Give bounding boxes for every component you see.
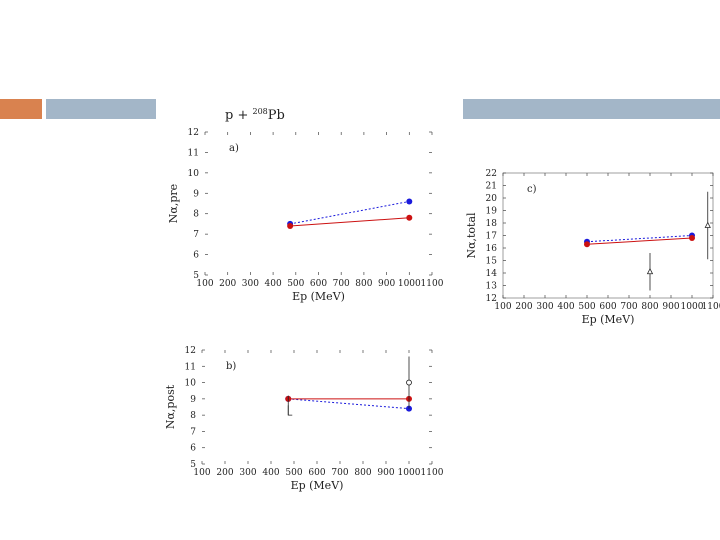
y-tick-label: 9 bbox=[190, 395, 196, 405]
x-tick-label: 1000 bbox=[681, 302, 704, 312]
open-marker bbox=[406, 379, 412, 386]
data-point bbox=[406, 198, 413, 205]
x-tick-label: 200 bbox=[515, 302, 532, 312]
x-tick-label: 1000 bbox=[398, 468, 421, 478]
y-tick-label: 8 bbox=[190, 411, 196, 421]
x-tick-label: 100 bbox=[193, 468, 210, 478]
x-tick-label: 400 bbox=[557, 302, 574, 312]
x-tick-label: 800 bbox=[354, 468, 371, 478]
panel-label: a) bbox=[229, 143, 239, 154]
x-tick-label: 500 bbox=[287, 279, 304, 289]
y-tick-label: 11 bbox=[185, 362, 196, 372]
data-point bbox=[406, 214, 413, 221]
x-tick-label: 300 bbox=[536, 302, 553, 312]
x-tick-label: 700 bbox=[333, 279, 350, 289]
panel-label: c) bbox=[527, 184, 537, 195]
series-line bbox=[586, 237, 693, 245]
y-tick-label: 6 bbox=[190, 444, 196, 454]
y-tick-label: 19 bbox=[486, 207, 498, 217]
x-tick-label: 800 bbox=[355, 279, 372, 289]
figure-title: p + 208Pb bbox=[225, 107, 285, 123]
x-tick-label: 700 bbox=[331, 468, 348, 478]
series-line bbox=[288, 398, 410, 410]
x-tick-label: 600 bbox=[599, 302, 616, 312]
x-tick-label: 900 bbox=[662, 302, 679, 312]
data-point bbox=[287, 222, 294, 229]
x-tick-label: 300 bbox=[239, 468, 256, 478]
x-tick-label: 600 bbox=[308, 468, 325, 478]
y-tick-label: 10 bbox=[188, 169, 200, 179]
x-tick-label: 1100 bbox=[702, 302, 720, 312]
x-tick-label: 400 bbox=[262, 468, 279, 478]
x-tick-label: 200 bbox=[216, 468, 233, 478]
y-tick-label: 12 bbox=[188, 128, 199, 138]
x-tick-label: 1100 bbox=[421, 279, 444, 289]
plot-frame bbox=[502, 172, 714, 299]
x-tick-label: 300 bbox=[242, 279, 259, 289]
x-axis-label: Ep (MeV) bbox=[582, 313, 635, 326]
x-tick-label: 500 bbox=[285, 468, 302, 478]
x-tick-label: 500 bbox=[578, 302, 595, 312]
panel-label: b) bbox=[226, 361, 236, 372]
y-tick-label: 18 bbox=[486, 219, 498, 229]
chart-b: 100 200 300 400 500 600 700 800 900 1000 1100 5 6 7 8 9… bbox=[164, 346, 444, 492]
y-axis-label: Nα,post bbox=[164, 384, 177, 429]
y-tick-label: 10 bbox=[185, 379, 197, 389]
bracket-marker bbox=[287, 405, 293, 416]
x-axis-label: Ep (MeV) bbox=[291, 479, 344, 492]
y-tick-label: 9 bbox=[193, 189, 199, 199]
x-tick-label: 400 bbox=[265, 279, 282, 289]
y-tick-label: 8 bbox=[193, 210, 199, 220]
accent-bar-gray-right bbox=[463, 99, 720, 119]
open-marker bbox=[704, 221, 711, 228]
data-point bbox=[689, 235, 695, 241]
y-tick-label: 5 bbox=[190, 460, 196, 470]
y-tick-label: 6 bbox=[193, 251, 199, 261]
y-tick-label: 5 bbox=[193, 271, 199, 281]
accent-bar-orange bbox=[0, 99, 42, 119]
y-tick-label: 21 bbox=[486, 182, 497, 192]
x-tick-label: 600 bbox=[310, 279, 327, 289]
open-marker bbox=[646, 267, 654, 275]
y-tick-label: 12 bbox=[486, 294, 497, 304]
y-tick-label: 20 bbox=[486, 194, 498, 204]
y-tick-label: 17 bbox=[486, 232, 498, 242]
x-axis-label: Ep (MeV) bbox=[292, 290, 345, 303]
data-point bbox=[584, 241, 590, 248]
y-tick-label: 7 bbox=[190, 427, 196, 437]
x-tick-label: 900 bbox=[377, 468, 394, 478]
x-tick-label: 200 bbox=[219, 279, 236, 289]
x-tick-label: 1000 bbox=[398, 279, 421, 289]
chart-a: 100 200 300 400 500 600 700 800 900 1000 1100 5 6 7 8 9… bbox=[167, 128, 444, 303]
x-tick-label: 900 bbox=[378, 279, 395, 289]
series-line bbox=[586, 235, 693, 243]
x-tick-label: 1100 bbox=[421, 468, 444, 478]
y-axis-label: Nα,total bbox=[465, 212, 478, 259]
y-tick-label: 22 bbox=[486, 169, 497, 179]
y-tick-label: 16 bbox=[486, 244, 498, 254]
x-tick-label: 100 bbox=[196, 279, 213, 289]
y-tick-label: 11 bbox=[188, 148, 199, 158]
y-tick-label: 15 bbox=[486, 257, 498, 267]
y-tick-label: 12 bbox=[185, 346, 196, 356]
accent-bar-gray-left bbox=[46, 99, 156, 119]
x-tick-label: 700 bbox=[620, 302, 637, 312]
x-tick-label: 800 bbox=[641, 302, 658, 312]
series-line bbox=[290, 200, 410, 225]
y-tick-label: 7 bbox=[193, 230, 199, 240]
y-tick-label: 14 bbox=[486, 269, 498, 279]
series-line bbox=[290, 217, 410, 227]
plot-frame bbox=[202, 350, 432, 464]
y-tick-label: 13 bbox=[486, 282, 498, 292]
y-axis-label: Nα,pre bbox=[167, 184, 180, 223]
x-tick-label: 100 bbox=[494, 302, 511, 312]
